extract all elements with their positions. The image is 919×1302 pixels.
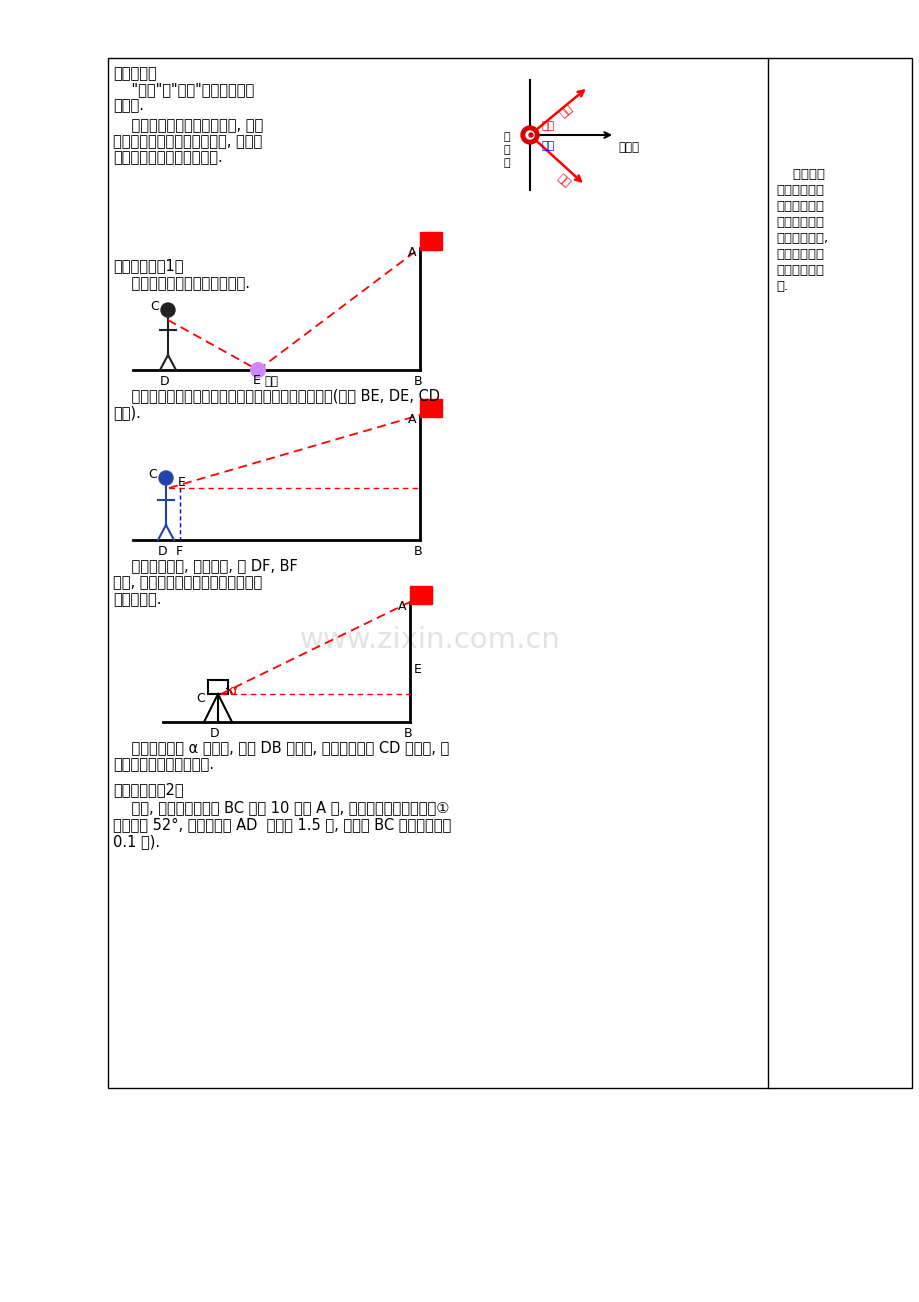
- Text: 质解决问题.: 质解决问题.: [113, 592, 162, 607]
- Text: B: B: [414, 375, 422, 388]
- FancyBboxPatch shape: [420, 398, 441, 417]
- Text: 0.1 米).: 0.1 米).: [113, 835, 160, 849]
- Text: 水平线: 水平线: [618, 141, 639, 154]
- Text: 用测角仪测出 α 的度量, 量出 DB 的长度, 又知道测角仪 CD 的高度, 利: 用测角仪测出 α 的度量, 量出 DB 的长度, 又知道测角仪 CD 的高度, …: [113, 740, 448, 755]
- Text: 平线所夹的角,: 平线所夹的角,: [775, 232, 827, 245]
- Text: F: F: [176, 546, 183, 559]
- Text: D: D: [160, 375, 169, 388]
- Text: 调是视线与水: 调是视线与水: [775, 216, 823, 229]
- Text: 线: 线: [504, 158, 510, 168]
- Text: 的长, 构造三角形利用相似三角形的性: 的长, 构造三角形利用相似三角形的性: [113, 575, 262, 590]
- Text: 念中，必须强: 念中，必须强: [775, 201, 823, 214]
- Text: E: E: [177, 477, 186, 490]
- Text: 在水平线下方的角叫做俯角.: 在水平线下方的角叫做俯角.: [113, 150, 222, 165]
- Text: 根据光的反射原理，利用相似三角形的性质解决问题(测出 BE, DE, CD: 根据光的反射原理，利用相似三角形的性质解决问题(测出 BE, DE, CD: [113, 388, 439, 404]
- Text: 铅垂线所成的: 铅垂线所成的: [775, 264, 823, 277]
- Text: 铅: 铅: [504, 132, 510, 142]
- Text: D: D: [158, 546, 167, 559]
- Text: 新课探索二（1）: 新课探索二（1）: [113, 258, 183, 273]
- Text: B: B: [403, 727, 413, 740]
- Text: D: D: [210, 727, 220, 740]
- Text: 请设计一个测量旗杆高的方案.: 请设计一个测量旗杆高的方案.: [113, 276, 250, 292]
- Text: A: A: [407, 246, 416, 259]
- Text: 的仰角为 52°, 已知测角仪 AD  的高为 1.5 米, 求旗杆 BC 的高（精确到: 的仰角为 52°, 已知测角仪 AD 的高为 1.5 米, 求旗杆 BC 的高（…: [113, 816, 450, 832]
- Text: E: E: [414, 663, 422, 676]
- Text: 用解直角三角形解决问题.: 用解直角三角形解决问题.: [113, 756, 214, 772]
- Text: 的长).: 的长).: [113, 405, 141, 421]
- Text: C: C: [148, 467, 156, 480]
- Circle shape: [251, 363, 265, 378]
- Text: C: C: [150, 299, 159, 312]
- Text: 仰角: 仰角: [541, 121, 555, 132]
- FancyBboxPatch shape: [420, 232, 441, 250]
- Circle shape: [159, 471, 173, 486]
- Text: 新课探索二（2）: 新课探索二（2）: [113, 783, 184, 797]
- Text: www.zixin.com.cn: www.zixin.com.cn: [300, 626, 560, 654]
- Text: A: A: [398, 600, 406, 613]
- Text: "仰角"、"俯角"在进行测量时: "仰角"、"俯角"在进行测量时: [113, 82, 254, 98]
- Text: E: E: [253, 374, 261, 387]
- Text: 在视线与水平线所成的角中, 把视: 在视线与水平线所成的角中, 把视: [113, 118, 263, 133]
- Circle shape: [528, 133, 532, 137]
- Text: 常用到.: 常用到.: [113, 98, 144, 113]
- Text: 而不是视线与: 而不是视线与: [775, 247, 823, 260]
- Text: 角.: 角.: [775, 280, 788, 293]
- Text: 线在水平线上方的角叫做仰角, 把视线: 线在水平线上方的角叫做仰角, 把视线: [113, 134, 262, 148]
- Circle shape: [526, 132, 533, 139]
- Text: 俯角这两个概: 俯角这两个概: [775, 184, 823, 197]
- Text: 镜子: 镜子: [264, 375, 278, 388]
- Text: α: α: [228, 684, 237, 698]
- Circle shape: [520, 126, 539, 145]
- Text: B: B: [414, 546, 422, 559]
- Text: 视线: 视线: [554, 173, 571, 189]
- Text: 视线: 视线: [558, 103, 574, 120]
- Text: 如图, 在地面上离旗杆 BC 底部 10 米的 A 处, 用测角仪测得旗杆顶端①: 如图, 在地面上离旗杆 BC 底部 10 米的 A 处, 用测角仪测得旗杆顶端①: [113, 799, 448, 815]
- Bar: [208, 680, 228, 694]
- Circle shape: [161, 303, 175, 316]
- FancyBboxPatch shape: [410, 586, 432, 604]
- Text: A: A: [407, 413, 416, 426]
- Text: 新课探索一: 新课探索一: [113, 66, 156, 81]
- Text: 在仰角和: 在仰角和: [775, 168, 824, 181]
- Text: 垂: 垂: [504, 145, 510, 155]
- Text: 俯角: 俯角: [541, 141, 555, 151]
- Text: 知道人的身高, 标杆的高, 测 DF, BF: 知道人的身高, 标杆的高, 测 DF, BF: [113, 559, 298, 573]
- Text: C: C: [196, 691, 205, 704]
- Bar: [108, 59, 911, 1088]
